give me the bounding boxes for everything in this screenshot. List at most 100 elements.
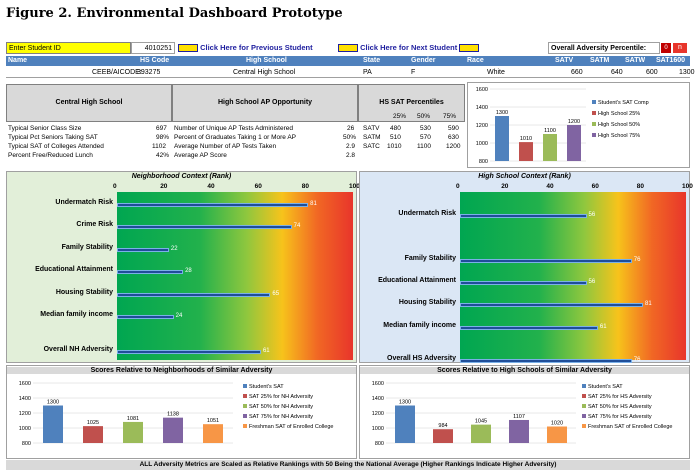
rank-label: Crime Risk — [76, 221, 113, 228]
y-tick-label: 1600 — [476, 87, 488, 93]
previous-student-button[interactable]: Click Here for Previous Student — [178, 42, 338, 54]
rank-value: 74 — [293, 223, 301, 229]
hs-scores-title: Scores Relative to High Schools of Simil… — [360, 367, 689, 374]
stat-label: Typical Pct Seniors Taking SAT — [8, 134, 98, 141]
nh-scores-panel: Scores Relative to Neighborhoods of Simi… — [6, 365, 357, 459]
nh-context-panel: Neighborhood Context (Rank) 0 20 40 60 80 100… — [6, 171, 360, 363]
bar — [43, 405, 63, 443]
rank-label: Family Stability — [61, 244, 113, 251]
y-tick-label: 1200 — [476, 123, 488, 129]
y-tick-label: 1600 — [19, 381, 31, 387]
sat1600-value: 1300 — [679, 69, 695, 76]
satw-value: 600 — [646, 69, 658, 76]
tick-label: 40 — [207, 183, 215, 190]
stat-value: 697 — [156, 125, 167, 132]
rank-label: Undermatch Risk — [55, 199, 113, 206]
rank-value: 56 — [588, 212, 596, 218]
col-sat1600: SAT1600 — [656, 57, 686, 64]
bar-value-label: 1051 — [207, 418, 219, 424]
bar-value-label: 1138 — [167, 412, 179, 418]
state-value: PA — [363, 69, 372, 76]
pct-row-label: SATM — [363, 134, 381, 141]
school-info-title: Central High School — [6, 84, 172, 122]
legend-swatch — [582, 414, 586, 418]
hs-context-title: High School Context (Rank) — [478, 173, 571, 180]
student-values-row: CEEB/AICODE: 393275 Central High School … — [6, 67, 695, 78]
adversity-percentile-label: Overall Adversity Percentile: — [548, 42, 660, 54]
rank-bar — [117, 350, 261, 354]
bar-value-label: 1200 — [568, 119, 580, 125]
legend-swatch — [243, 384, 247, 388]
ap-title: High School AP Opportunity — [217, 99, 313, 106]
pct-row-75: 590 — [448, 125, 459, 132]
ap-label: Average Number of AP Tests Taken — [174, 143, 277, 150]
legend-swatch — [592, 100, 596, 104]
stat-label: Typical SAT of Colleges Attended — [8, 143, 104, 150]
y-tick-label: 1200 — [372, 411, 384, 417]
legend-label: SAT 50% for NH Adversity — [249, 404, 313, 410]
rank-bar — [460, 259, 632, 263]
bar — [395, 405, 415, 443]
col-high-school: High School — [246, 57, 287, 64]
bar — [163, 417, 183, 443]
y-tick-label: 1200 — [19, 411, 31, 417]
bar — [567, 125, 581, 161]
pct-row-50: 530 — [420, 125, 431, 132]
next-student-label: Click Here for Next Student — [360, 43, 458, 52]
student-id-input[interactable]: 4010251 — [131, 42, 175, 54]
y-tick-label: 800 — [375, 441, 384, 447]
nh-gradient — [117, 192, 353, 360]
rank-bar — [117, 248, 169, 252]
ap-value: 26 — [347, 125, 355, 132]
rank-label: Educational Attainment — [378, 277, 456, 284]
y-tick-label: 1000 — [372, 426, 384, 432]
arrow-right-icon — [459, 44, 480, 53]
bar — [519, 142, 533, 161]
y-tick-label: 1400 — [476, 105, 488, 111]
legend-label: Freshman SAT of Enrolled College — [588, 424, 672, 430]
col-hs-code: HS Code — [140, 57, 170, 64]
bar — [83, 426, 103, 443]
rank-value: 28 — [185, 268, 192, 274]
rank-label: Overall HS Adversity — [387, 355, 456, 362]
bar — [543, 134, 557, 161]
gender-value: F — [411, 69, 416, 76]
rank-bar — [460, 214, 587, 218]
tick-label: 80 — [301, 183, 310, 190]
ap-label: Average AP Score — [174, 152, 227, 159]
rank-value: 81 — [310, 201, 317, 207]
legend-label: High School 25% — [598, 111, 640, 117]
bar-value-label: 1100 — [544, 128, 556, 134]
next-student-button[interactable]: Click Here for Next Student — [338, 42, 498, 54]
y-tick-label: 1000 — [19, 426, 31, 432]
y-tick-label: 1400 — [372, 396, 384, 402]
y-tick-label: 1000 — [476, 141, 488, 147]
nh-scores-title: Scores Relative to Neighborhoods of Simi… — [7, 367, 356, 374]
adversity-badge: 0 — [661, 43, 671, 53]
student-header-row: Name HS Code High School State Gender Ra… — [6, 56, 690, 66]
legend-swatch — [243, 404, 247, 408]
footer-note: ALL Adversity Metrics are Scaled as Rela… — [6, 460, 690, 470]
nh-scores-chart: 1600 1400 1200 1000 800 1300 1025 1081 1138 1051 S… — [19, 381, 334, 447]
legend-label: SAT 25% for HS Adversity — [588, 394, 652, 400]
rank-bar — [460, 326, 598, 330]
bar-value-label: 1010 — [520, 136, 532, 142]
pct-row-label: SATV — [363, 125, 380, 132]
rank-bar — [460, 281, 587, 285]
legend-swatch — [582, 394, 586, 398]
stat-value: 1102 — [152, 143, 166, 150]
ceeb-label: CEEB/AICODE: — [92, 69, 142, 76]
hs-scores-chart: 1600 1400 1200 1000 800 1300 984 1045 1107 1020 St… — [372, 381, 673, 447]
student-id-label: Enter Student ID — [6, 42, 131, 54]
pct-row-75: 630 — [448, 134, 459, 141]
rank-label: Median family income — [383, 322, 456, 329]
pct-row-50: 1100 — [417, 143, 431, 150]
pct-row-75: 1200 — [446, 143, 461, 150]
legend-label: Student's SAT — [588, 384, 623, 390]
rank-value: 76 — [633, 357, 641, 363]
pct-row-label: SATC — [363, 143, 380, 150]
pct-header-50: 50% — [417, 113, 431, 120]
pct-header-75: 75% — [443, 113, 457, 120]
rank-bar — [117, 315, 174, 319]
hs-context-panel: High School Context (Rank) 0 20 40 60 80 100 U… — [359, 171, 693, 363]
